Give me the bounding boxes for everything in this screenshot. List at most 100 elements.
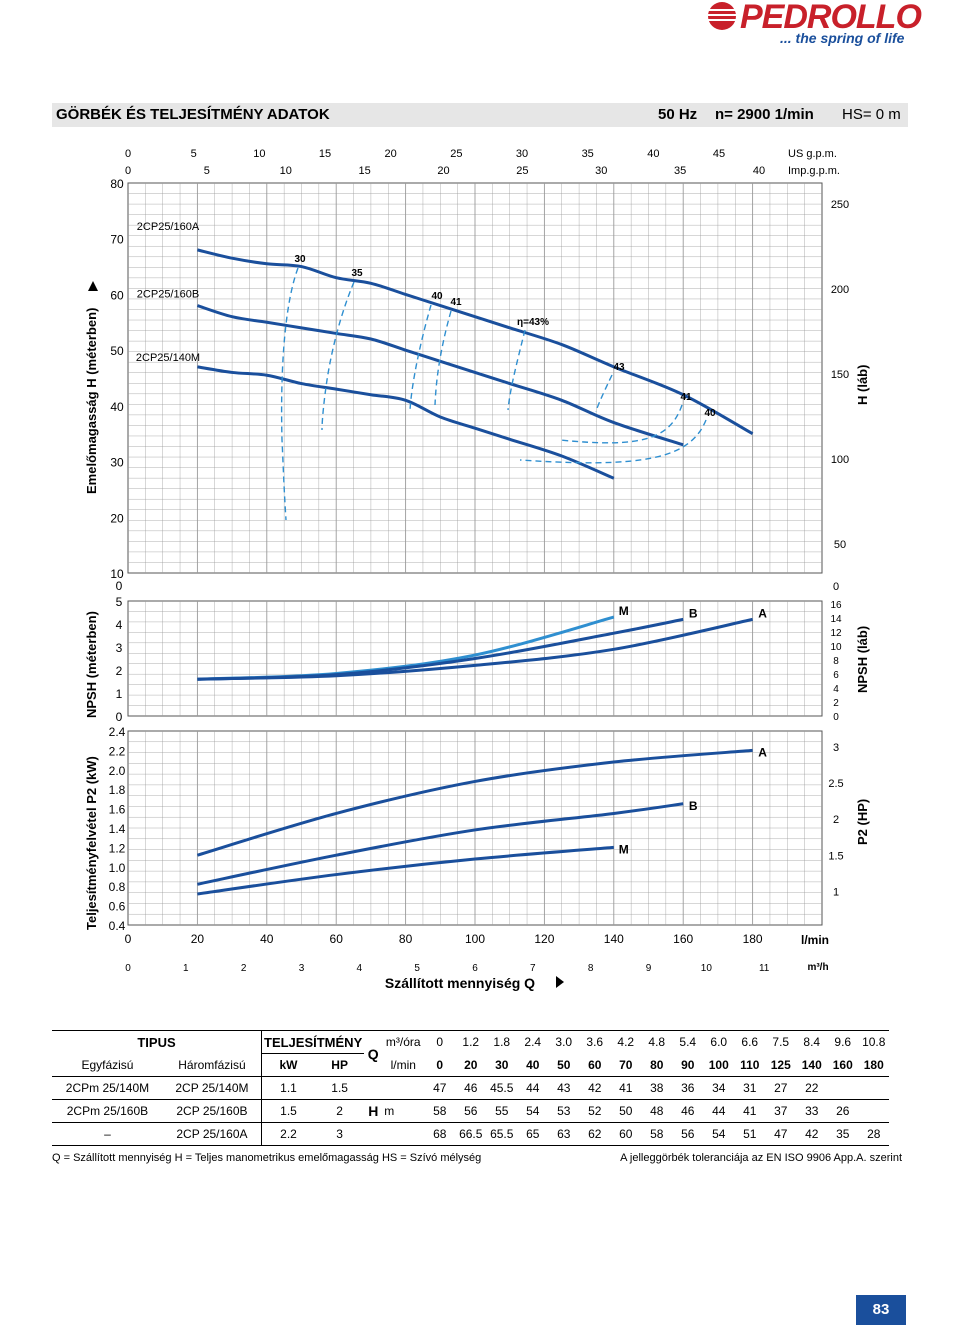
value-cell: 42 xyxy=(588,1081,602,1095)
tick-npsh-ft: 2 xyxy=(833,698,839,709)
hp-header: HP xyxy=(331,1058,348,1072)
tick-p2: 1.8 xyxy=(109,783,126,797)
h-curve-0 xyxy=(197,248,754,436)
tick-npsh-ft: 10 xyxy=(830,642,842,653)
value-cell: 55 xyxy=(495,1104,509,1118)
value-cell: 140 xyxy=(801,1057,822,1072)
tick-npsh: 2 xyxy=(116,664,123,678)
q-lmin-row: 0 20 30 40 50 60 70 80 90 100 110 125 140 160 180 xyxy=(424,1054,889,1077)
value-cell: 8.4 xyxy=(803,1035,821,1050)
row2-kw: 1.5 xyxy=(261,1099,316,1123)
value-cell: 47 xyxy=(433,1081,447,1095)
value-cell: 44 xyxy=(712,1104,726,1118)
value-cell: 30 xyxy=(495,1057,509,1072)
tick-p2-hp: 3 xyxy=(833,742,839,754)
tick-h: 30 xyxy=(110,456,124,470)
tick-usgpm: 35 xyxy=(582,148,594,160)
tick-h-ft: 50 xyxy=(834,539,846,551)
p2-curve-A xyxy=(196,748,753,857)
value-cell: 7.5 xyxy=(772,1035,790,1050)
tick-h: 70 xyxy=(110,233,124,247)
tick-m3h: 9 xyxy=(646,963,652,974)
npsh-curve-A xyxy=(197,617,753,681)
tick-usgpm: 40 xyxy=(647,148,659,160)
tick-npsh-ft: 0 xyxy=(833,712,839,723)
tick-p2: 1.2 xyxy=(109,841,126,855)
value-cell: 6.6 xyxy=(741,1035,759,1050)
h-unit: m xyxy=(384,1104,395,1118)
flow-axis-title: Szállított mennyiség Q xyxy=(385,975,535,991)
value-cell: 65.5 xyxy=(490,1127,514,1141)
h-curve-2 xyxy=(197,365,615,480)
value-cell: 51 xyxy=(743,1127,757,1141)
value-row: 58 56 55 54 53 52 50 48 46 44 41 37 33 26 xyxy=(424,1100,889,1122)
tick-m3h: 3 xyxy=(299,963,305,974)
eff-isoline-7 xyxy=(519,419,707,464)
tick-m3h: 8 xyxy=(588,963,594,974)
chart-curves xyxy=(196,248,754,896)
eff-isoline-1 xyxy=(321,281,355,431)
tick-impgpm: 0 xyxy=(125,165,131,177)
brand-name: PEDROLLO xyxy=(740,0,922,36)
power-header: TELJESÍTMÉNY xyxy=(261,1030,365,1054)
tick-lmin: 40 xyxy=(260,932,274,946)
value-cell: 34 xyxy=(712,1081,726,1095)
eff-isoline-4 xyxy=(507,329,526,411)
row2-h-values: 58 56 55 54 53 52 50 48 46 44 41 37 33 26 xyxy=(424,1100,889,1123)
eff-isoline-3 xyxy=(434,310,452,406)
value-cell: 46 xyxy=(681,1104,695,1118)
tick-h: 20 xyxy=(110,511,124,525)
tick-h-ft: 100 xyxy=(831,454,849,466)
value-cell: 26 xyxy=(836,1104,850,1118)
tick-p2: 0.8 xyxy=(109,880,126,894)
efficiency-label: 40 xyxy=(704,408,716,419)
value-cell: 5.4 xyxy=(679,1035,697,1050)
value-cell: 33 xyxy=(805,1104,819,1118)
value-cell: 1.8 xyxy=(493,1035,511,1050)
value-cell: 60 xyxy=(619,1127,633,1141)
tick-lmin: 140 xyxy=(604,932,624,946)
tick-h: 60 xyxy=(110,288,124,302)
efficiency-label: η=43% xyxy=(517,317,549,328)
tick-h-ft: 150 xyxy=(831,369,849,381)
tick-npsh-ft: 8 xyxy=(833,656,839,667)
value-cell: 53 xyxy=(557,1104,571,1118)
value-cell: 37 xyxy=(774,1104,788,1118)
efficiency-label: 40 xyxy=(431,291,443,302)
tick-p2: 1.4 xyxy=(109,822,126,836)
value-cell: 70 xyxy=(619,1057,633,1072)
tick-p2: 1.6 xyxy=(109,803,126,817)
value-cell: 100 xyxy=(708,1057,729,1072)
row2-hp: 2 xyxy=(336,1104,343,1118)
tick-h-ft: 200 xyxy=(831,284,849,296)
imp-gpm-label: Imp.g.p.m. xyxy=(788,165,840,177)
value-row: 47 46 45.5 44 43 42 41 38 36 34 31 27 22 xyxy=(424,1077,889,1099)
efficiency-label: 41 xyxy=(680,392,692,403)
npsh-curve-label: B xyxy=(689,606,698,620)
h-spacer-4 xyxy=(382,1123,424,1146)
page-title: GÖRBÉK ÉS TELJESÍTMÉNY ADATOK xyxy=(56,106,330,123)
value-row: 0 20 30 40 50 60 70 80 90 100 110 125 140 160 180 xyxy=(424,1054,889,1076)
tick-p2-hp: 2 xyxy=(833,814,839,826)
value-cell: 3.0 xyxy=(555,1035,573,1050)
value-cell: 56 xyxy=(464,1104,478,1118)
value-cell: 4.8 xyxy=(648,1035,666,1050)
tick-usgpm: 20 xyxy=(385,148,397,160)
value-cell: 50 xyxy=(557,1057,571,1072)
tick-npsh-ft: 4 xyxy=(833,684,839,695)
tick-h: 10 xyxy=(110,567,124,581)
value-cell: 43 xyxy=(557,1081,571,1095)
value-cell: 47 xyxy=(774,1127,788,1141)
value-cell: 27 xyxy=(774,1081,788,1095)
value-cell: 62 xyxy=(588,1127,602,1141)
tick-h: 50 xyxy=(110,344,124,358)
tick-m3h: 10 xyxy=(701,963,713,974)
tick-impgpm: 40 xyxy=(753,165,765,177)
q-label: Q xyxy=(367,1045,379,1062)
h-spacer-1 xyxy=(364,1077,382,1100)
value-cell: 90 xyxy=(681,1057,695,1072)
tick-p2: 2.2 xyxy=(109,744,126,758)
